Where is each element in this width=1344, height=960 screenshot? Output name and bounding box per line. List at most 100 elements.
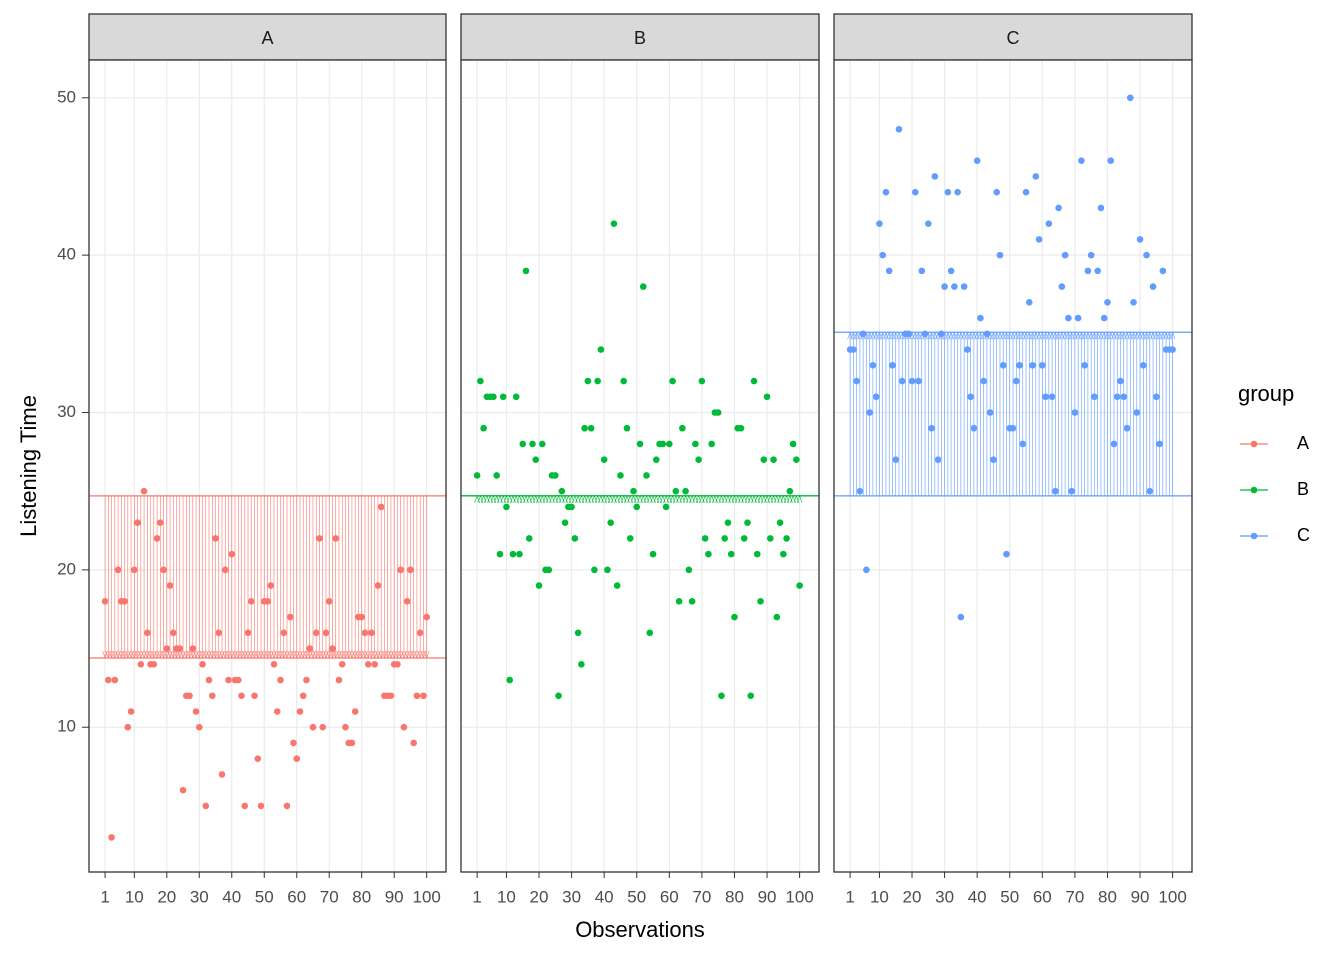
point [1032,173,1040,180]
point [918,267,926,275]
x-tick-label: 80 [1098,887,1117,906]
x-tick-label: 70 [1065,887,1084,906]
panel-background [89,60,446,872]
point [473,472,481,479]
point [666,440,673,448]
point [776,519,784,526]
point [329,645,336,652]
point [169,629,177,637]
point [669,377,676,385]
point [368,629,375,637]
point [630,487,637,495]
point [1159,267,1167,275]
point [176,645,184,652]
point [610,220,618,227]
point [342,723,349,731]
point [1143,251,1150,259]
point [721,535,728,542]
point [740,535,748,542]
point [731,613,738,621]
point [646,629,654,637]
panel-background [461,60,819,872]
point [1100,314,1108,322]
point [1104,299,1111,306]
point [186,692,193,700]
point [221,566,229,574]
point [714,409,722,416]
x-tick-label: 10 [497,887,516,906]
point [724,519,732,526]
point [1107,157,1115,165]
strip-label: B [634,28,646,48]
point [620,377,628,385]
x-tick-label: 40 [222,887,241,906]
point [228,550,236,558]
legend-key-point [1250,532,1258,540]
point [532,456,540,464]
legend-label: C [1297,525,1310,545]
point [957,613,965,621]
point [941,283,948,290]
point [869,361,877,369]
point [708,440,715,448]
point [983,330,991,338]
point [303,676,310,684]
point [925,220,932,227]
point [247,598,255,605]
point [783,535,790,542]
point [332,535,340,542]
point [374,582,382,589]
point [727,550,735,558]
point [1025,299,1033,306]
panel-border [88,59,447,873]
point [584,377,592,385]
x-tick-label: 100 [412,887,440,906]
point [1156,440,1163,448]
point [1061,251,1069,259]
point [895,125,903,133]
point [1117,377,1124,385]
point [597,346,605,353]
point [153,535,161,542]
point [413,692,421,700]
point [208,692,216,700]
x-axis-title: Observations [575,917,705,942]
point [1042,393,1049,401]
point [319,723,327,731]
point [225,676,232,684]
point [358,613,366,621]
point [1084,267,1092,275]
point [682,487,689,495]
point [636,440,644,448]
x-tick-label: 10 [125,887,144,906]
point [477,377,484,385]
point [410,739,417,747]
strip-label: A [261,28,273,48]
point [685,566,693,574]
point [1071,409,1079,416]
point [306,645,314,652]
point [270,660,278,668]
point [403,598,411,605]
point [1169,346,1176,353]
point [522,267,530,275]
point [607,519,614,526]
point [571,535,579,542]
point [273,708,281,715]
point [254,755,262,762]
point [1052,487,1059,495]
panel-border [833,59,1193,873]
point [1097,204,1105,212]
point [101,598,109,605]
point [652,456,660,464]
point [964,346,971,353]
y-tick-label: 50 [57,87,76,106]
point [662,503,670,511]
point [371,660,378,668]
x-tick-label: 20 [903,887,922,906]
point [1130,299,1137,306]
point [649,550,657,558]
point [773,613,781,621]
point [698,377,706,385]
point [1153,393,1160,401]
